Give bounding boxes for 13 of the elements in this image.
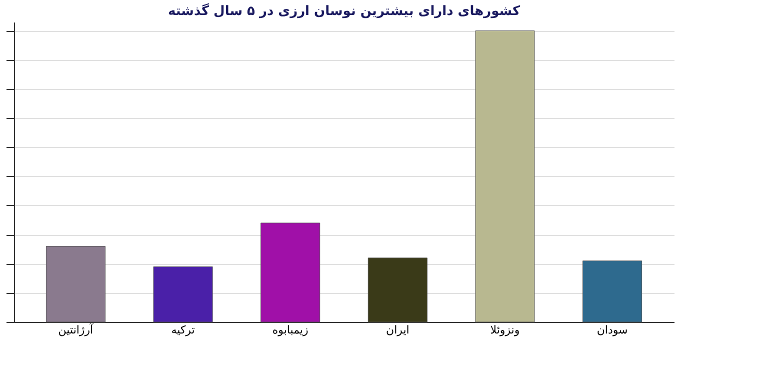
- bar: [46, 246, 106, 322]
- bar: [475, 30, 535, 322]
- x-tick-label: ایران: [386, 324, 410, 336]
- bar: [260, 222, 320, 322]
- x-tick-label: ترکیه: [171, 324, 195, 336]
- bar: [582, 260, 642, 322]
- bar: [153, 266, 213, 322]
- x-tick-label: آرژانتین: [58, 322, 94, 336]
- bar: [368, 258, 428, 322]
- x-tick-label: ونزوئلا: [490, 324, 520, 336]
- x-tick-label: زیمبابوه: [272, 324, 308, 336]
- x-tick-label: سودان: [596, 324, 628, 336]
- chart-title: کشورهای دارای بیشترین نوسان ارزی در ۵ سال گذشته: [168, 3, 520, 19]
